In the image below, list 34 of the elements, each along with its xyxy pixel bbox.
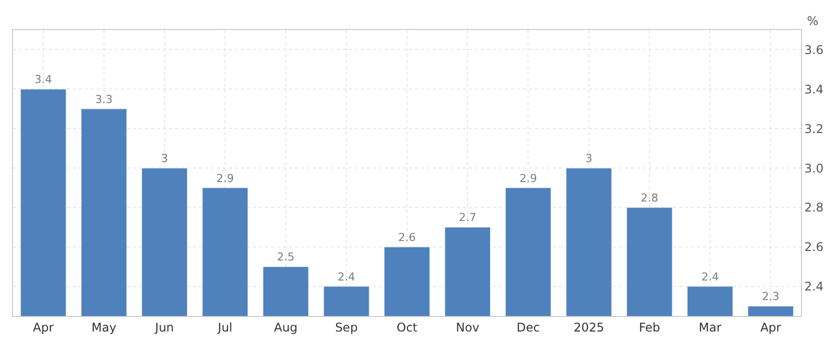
data-label: 2.9 [216,172,234,185]
x-tick-label: May [92,320,116,334]
y-tick-label: 3.2 [804,122,824,136]
data-label: 3 [585,152,592,166]
data-label: 3.4 [34,73,52,86]
y-tick-label: 3.4 [804,82,824,96]
data-label: 2.4 [338,270,356,284]
x-tick-label: Apr [760,320,782,334]
data-label: 2.8 [640,192,658,205]
data-label: 2.9 [519,172,537,185]
data-label: 2.6 [398,230,416,244]
x-tick-label: Sep [335,320,358,334]
y-tick-label: 3.6 [804,42,824,57]
y-tick-label: 3.0 [804,161,824,176]
x-tick-label: Dec [516,320,540,334]
x-tick-label: Feb [638,320,660,334]
x-tick-label: Mar [698,320,722,334]
x-tick-label: Oct [396,320,418,334]
y-axis-title: % [807,14,818,28]
data-label: 2.3 [762,290,780,304]
x-tick-label: 2025 [574,320,604,334]
data-label: 3.3 [95,92,113,106]
y-tick-label: 2.4 [804,280,824,294]
y-tick-label: 2.6 [804,240,824,254]
x-tick-label: Nov [456,320,480,334]
x-tick-label: Aug [274,320,298,334]
x-tick-label: Apr [32,320,54,334]
data-label: 2.4 [701,270,719,284]
x-tick-label: Jun [154,320,174,334]
data-label: 2.7 [458,211,476,224]
x-tick-label: Jul [216,320,232,334]
y-tick-label: 2.8 [804,200,824,215]
data-label: 3 [161,152,168,166]
data-label: 2.5 [277,250,295,264]
